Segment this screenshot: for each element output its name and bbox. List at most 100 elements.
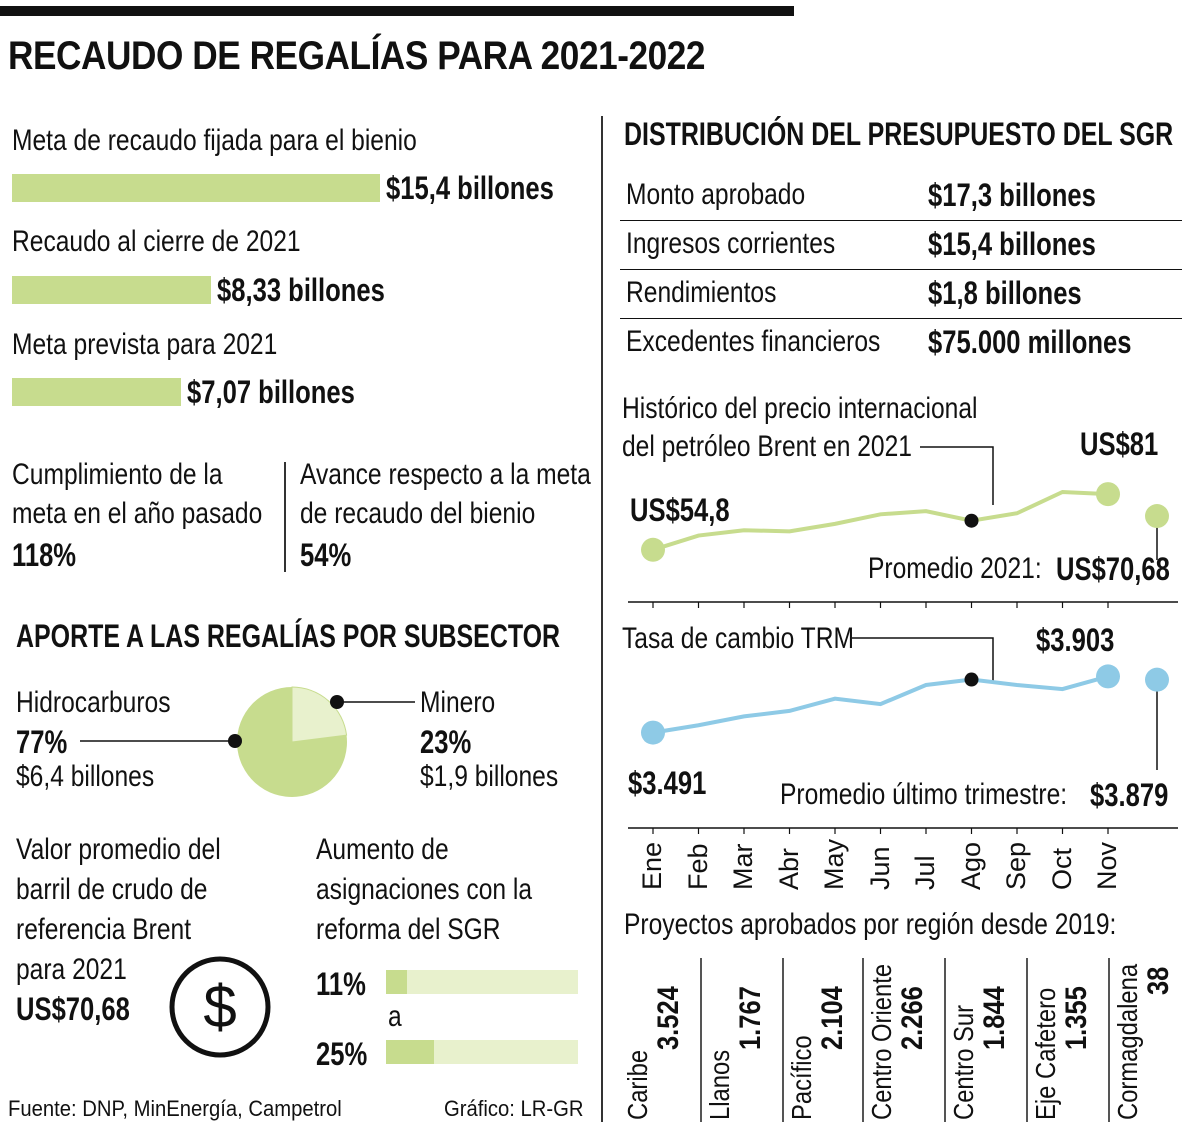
region-value: 3.524 (652, 986, 685, 1050)
budget-row-value: $15,4 billones (928, 226, 1096, 262)
budget-row: Excedentes financieros $75.000 millones (620, 319, 1182, 367)
goal-bar-bienio (12, 174, 380, 202)
hidro-name: Hidrocarburos (16, 686, 171, 719)
increase-from-track (386, 970, 578, 994)
compliance-label-2: meta en el año pasado (12, 497, 263, 530)
increase-to-track (386, 1040, 578, 1064)
brent-avg-label-4: para 2021 (16, 953, 127, 986)
top-rule (0, 6, 794, 16)
region-divider (862, 958, 864, 1122)
brent-chart-title-2: del petróleo Brent en 2021 (622, 430, 912, 463)
svg-text:$: $ (203, 973, 236, 1040)
region-value: 38 (1142, 966, 1175, 995)
brent-avg-value: US$70,68 (16, 991, 130, 1027)
divider (284, 462, 286, 572)
progress-value: 54% (300, 537, 352, 573)
trm-avg-value: $3.879 (1090, 777, 1169, 813)
trm-title-pointer (852, 637, 994, 683)
goal-label-bienio: Meta de recaudo fijada para el bienio (12, 124, 417, 157)
goal-value-prevista: $7,07 billones (187, 374, 355, 410)
brent-chart-title-1: Histórico del precio internacional (622, 392, 978, 425)
region-name: Llanos (704, 1049, 735, 1120)
budget-row: Rendimientos $1,8 billones (620, 270, 1182, 319)
region-name: Cormagdalena (1112, 963, 1143, 1120)
region-name: Centro Oriente (866, 963, 897, 1120)
increase-label-3: reforma del SGR (316, 913, 501, 946)
pointer-dot (964, 672, 979, 687)
source-text: Fuente: DNP, MinEnergía, Campetrol (8, 1096, 342, 1121)
column-divider (601, 116, 603, 1122)
region-name: Pacífico (786, 1035, 817, 1120)
hidro-amount: $6,4 billones (16, 760, 155, 793)
budget-row-value: $1,8 billones (928, 275, 1082, 311)
region-value: 2.266 (896, 986, 929, 1050)
regions-title: Proyectos aprobados por región desde 201… (624, 908, 1117, 941)
increase-from-fill (386, 970, 407, 994)
average-point (1145, 667, 1169, 692)
budget-row-label: Excedentes financieros (626, 325, 881, 358)
region-value: 1.355 (1060, 986, 1093, 1050)
brent-title-pointer (920, 446, 994, 505)
goal-label-cierre: Recaudo al cierre de 2021 (12, 225, 301, 258)
subsector-title: APORTE A LAS REGALÍAS POR SUBSECTOR (16, 618, 561, 654)
budget-row: Monto aprobado $17,3 billones (620, 172, 1182, 221)
pointer-dot (964, 513, 979, 528)
goal-bar-prevista (12, 378, 181, 406)
brent-avg-label-3: referencia Brent (16, 913, 192, 946)
region-value: 1.844 (978, 986, 1011, 1050)
region-name: Caribe (622, 1049, 653, 1120)
brent-avg-label-2: barril de crudo de (16, 873, 208, 906)
progress-label-2: de recaudo del bienio (300, 497, 536, 530)
goal-value-cierre: $8,33 billones (217, 272, 385, 308)
trm-max-label: $3.903 (1036, 622, 1115, 658)
subsector-pie-chart (80, 686, 415, 797)
compliance-label-1: Cumplimiento de la (12, 458, 223, 491)
budget-row-value: $75.000 millones (928, 324, 1132, 360)
increase-mid: a (388, 1000, 402, 1033)
brent-max-label: US$81 (1080, 426, 1159, 462)
brent-start-label: US$54,8 (630, 492, 730, 528)
compliance-value: 118% (12, 537, 77, 573)
pie-slice-minero (291, 686, 348, 743)
data-point-nov (1096, 482, 1120, 507)
progress-label-1: Avance respecto a la meta (300, 458, 591, 491)
region-value: 1.767 (734, 986, 767, 1050)
hidro-leader-dot (228, 734, 242, 748)
region-divider (782, 958, 784, 1122)
increase-from-label: 11% (316, 966, 366, 1002)
goal-value-bienio: $15,4 billones (386, 170, 554, 206)
goal-bar-cierre (12, 276, 211, 304)
region-divider (1026, 958, 1028, 1122)
budget-row-label: Ingresos corrientes (626, 227, 836, 260)
trm-start-label: $3.491 (628, 765, 707, 801)
minero-name: Minero (420, 686, 496, 719)
data-point-ene (641, 537, 665, 562)
average-point (1145, 504, 1169, 529)
dollar-coin-icon: $ (169, 956, 271, 1058)
increase-to-label: 25% (316, 1036, 368, 1072)
region-name: Centro Sur (948, 1004, 979, 1120)
region-divider (1108, 958, 1110, 1122)
increase-to-fill (386, 1040, 434, 1064)
brent-avg-label-1: Valor promedio del (16, 833, 221, 866)
minero-leader-dot (330, 695, 344, 709)
region-divider (944, 958, 946, 1122)
budget-row-value: $17,3 billones (928, 177, 1096, 213)
page-title: RECAUDO DE REGALÍAS PARA 2021-2022 (8, 34, 706, 78)
minero-amount: $1,9 billones (420, 760, 559, 793)
credit-text: Gráfico: LR-GR (444, 1096, 584, 1121)
budget-row-label: Monto aprobado (626, 178, 806, 211)
data-point-ene (641, 720, 665, 745)
region-name: Eje Cafetero (1030, 987, 1061, 1120)
hidro-pct: 77% (16, 724, 68, 760)
trm-chart-title: Tasa de cambio TRM (622, 622, 854, 655)
data-point-nov (1096, 664, 1120, 689)
trm-avg-caption: Promedio último trimestre: (780, 778, 1068, 811)
budget-row-label: Rendimientos (626, 276, 777, 309)
budget-row: Ingresos corrientes $15,4 billones (620, 221, 1182, 270)
increase-label-1: Aumento de (316, 833, 449, 866)
region-divider (700, 958, 702, 1122)
region-value: 2.104 (816, 986, 849, 1050)
